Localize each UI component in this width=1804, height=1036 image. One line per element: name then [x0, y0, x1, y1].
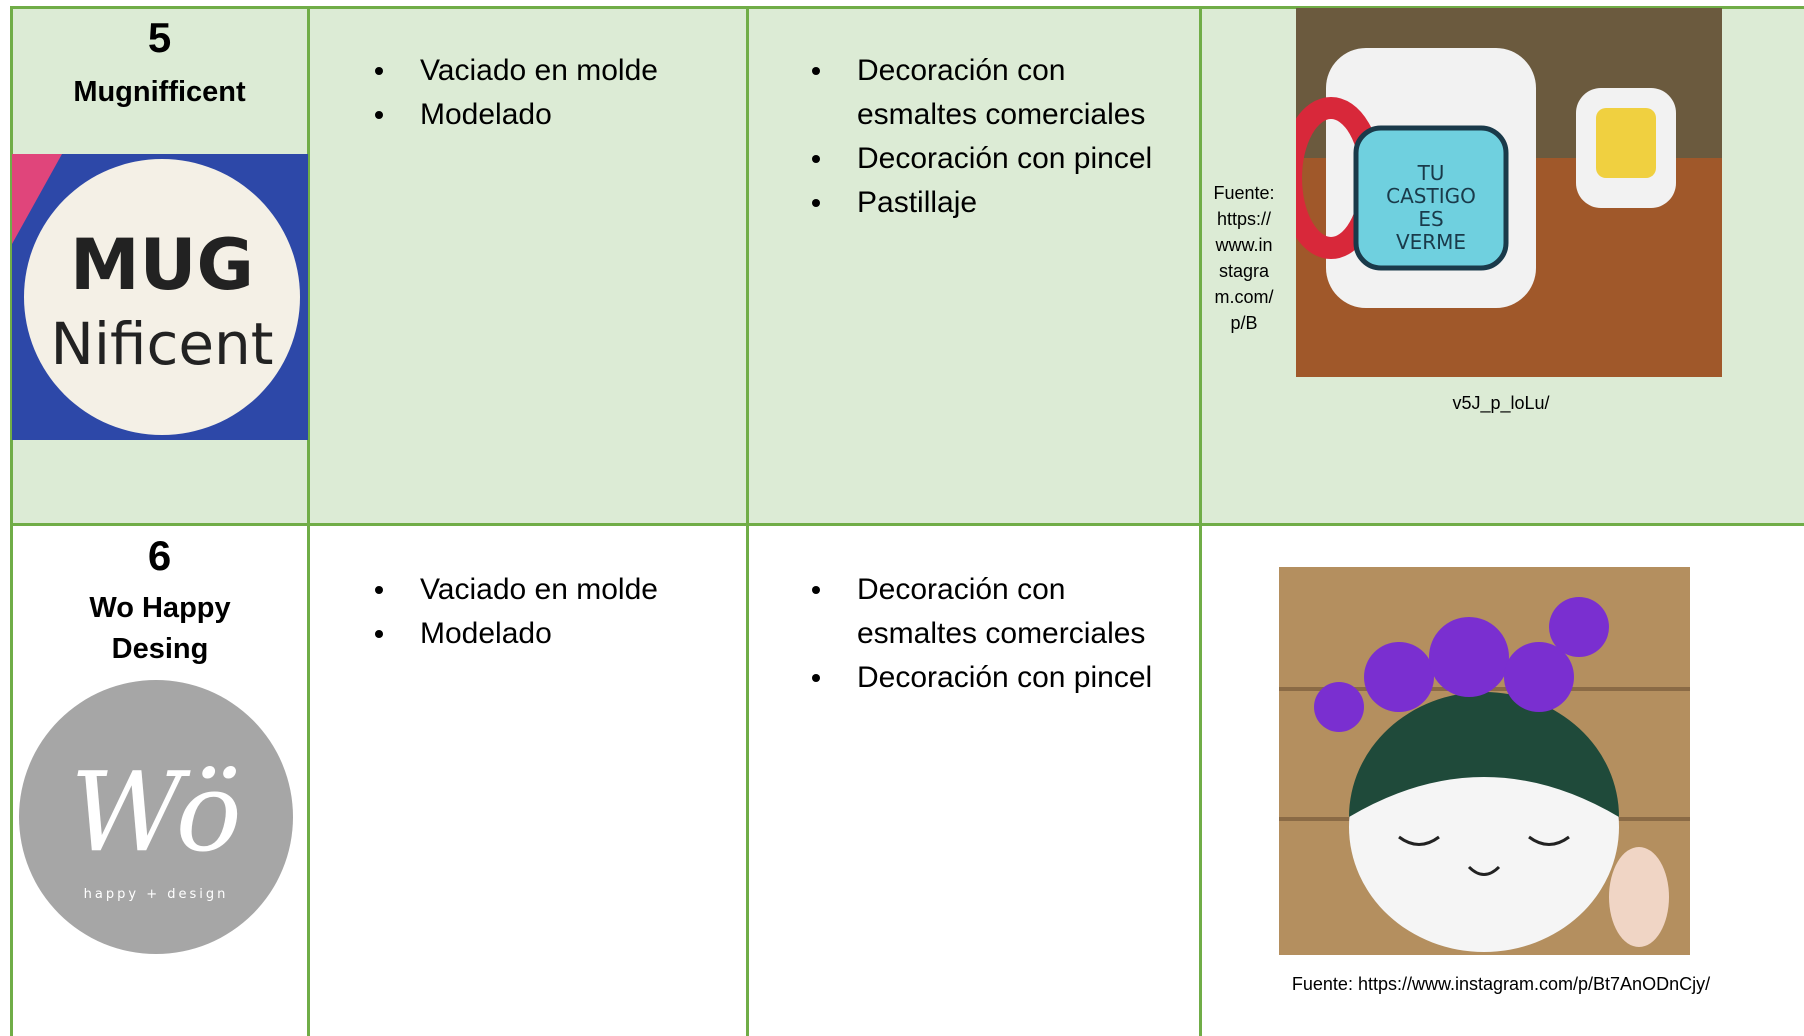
- grid-line: [746, 7, 749, 1036]
- company-name: Wo Happy Desing: [89, 592, 231, 665]
- decoration-list: Decoración con esmaltes comerciales Decor…: [812, 49, 1179, 225]
- wo-logo: Wö happy + design: [19, 680, 293, 954]
- list-item: Decoración con pincel: [812, 137, 1179, 181]
- photo-text: VERME: [1396, 230, 1466, 254]
- list-item: Pastillaje: [812, 181, 1179, 225]
- list-item: Decoración con esmaltes comerciales: [812, 49, 1179, 137]
- list-item: Vaciado en molde: [375, 49, 720, 93]
- process-list: Vaciado en molde Modelado: [375, 568, 720, 656]
- process-list: Vaciado en molde Modelado: [375, 49, 720, 137]
- logo-text: happy + design: [84, 887, 229, 902]
- grid-line: [1199, 7, 1202, 1036]
- source-text: Fuente: https://www.instagram.com/p/B: [1213, 183, 1275, 333]
- photo-text: CASTIGO: [1386, 184, 1476, 208]
- plant-photo: [1279, 567, 1690, 955]
- list-item: Decoración con esmaltes comerciales: [812, 568, 1179, 656]
- logo-text: Wö: [70, 748, 242, 876]
- company-name: Mugnifficent: [73, 76, 246, 108]
- photo-text: ES: [1418, 207, 1443, 231]
- row-number: 6: [147, 532, 172, 579]
- list-item: Modelado: [375, 612, 720, 656]
- decoration-list: Decoración con esmaltes comerciales Decor…: [812, 568, 1179, 700]
- grid-line: [307, 7, 310, 1036]
- photo-text: TU: [1417, 161, 1445, 185]
- mugnificent-logo: MUG Nificent: [12, 154, 308, 440]
- source-text: Fuente: https://www.instagram.com/p/Bt7A…: [1291, 974, 1711, 994]
- list-item: Decoración con pincel: [812, 656, 1179, 700]
- mug-photo: TU CASTIGO ES VERME: [1296, 8, 1722, 377]
- list-item: Modelado: [375, 93, 720, 137]
- logo-text: MUG: [70, 224, 254, 306]
- row-number: 5: [147, 14, 172, 61]
- grid-line: [10, 6, 1804, 9]
- logo-text: Nificent: [50, 310, 273, 378]
- grid-line: [10, 7, 13, 1036]
- list-item: Vaciado en molde: [375, 568, 720, 612]
- grid-line: [10, 523, 1804, 526]
- source-text: v5J_p_loLu/: [1452, 393, 1550, 413]
